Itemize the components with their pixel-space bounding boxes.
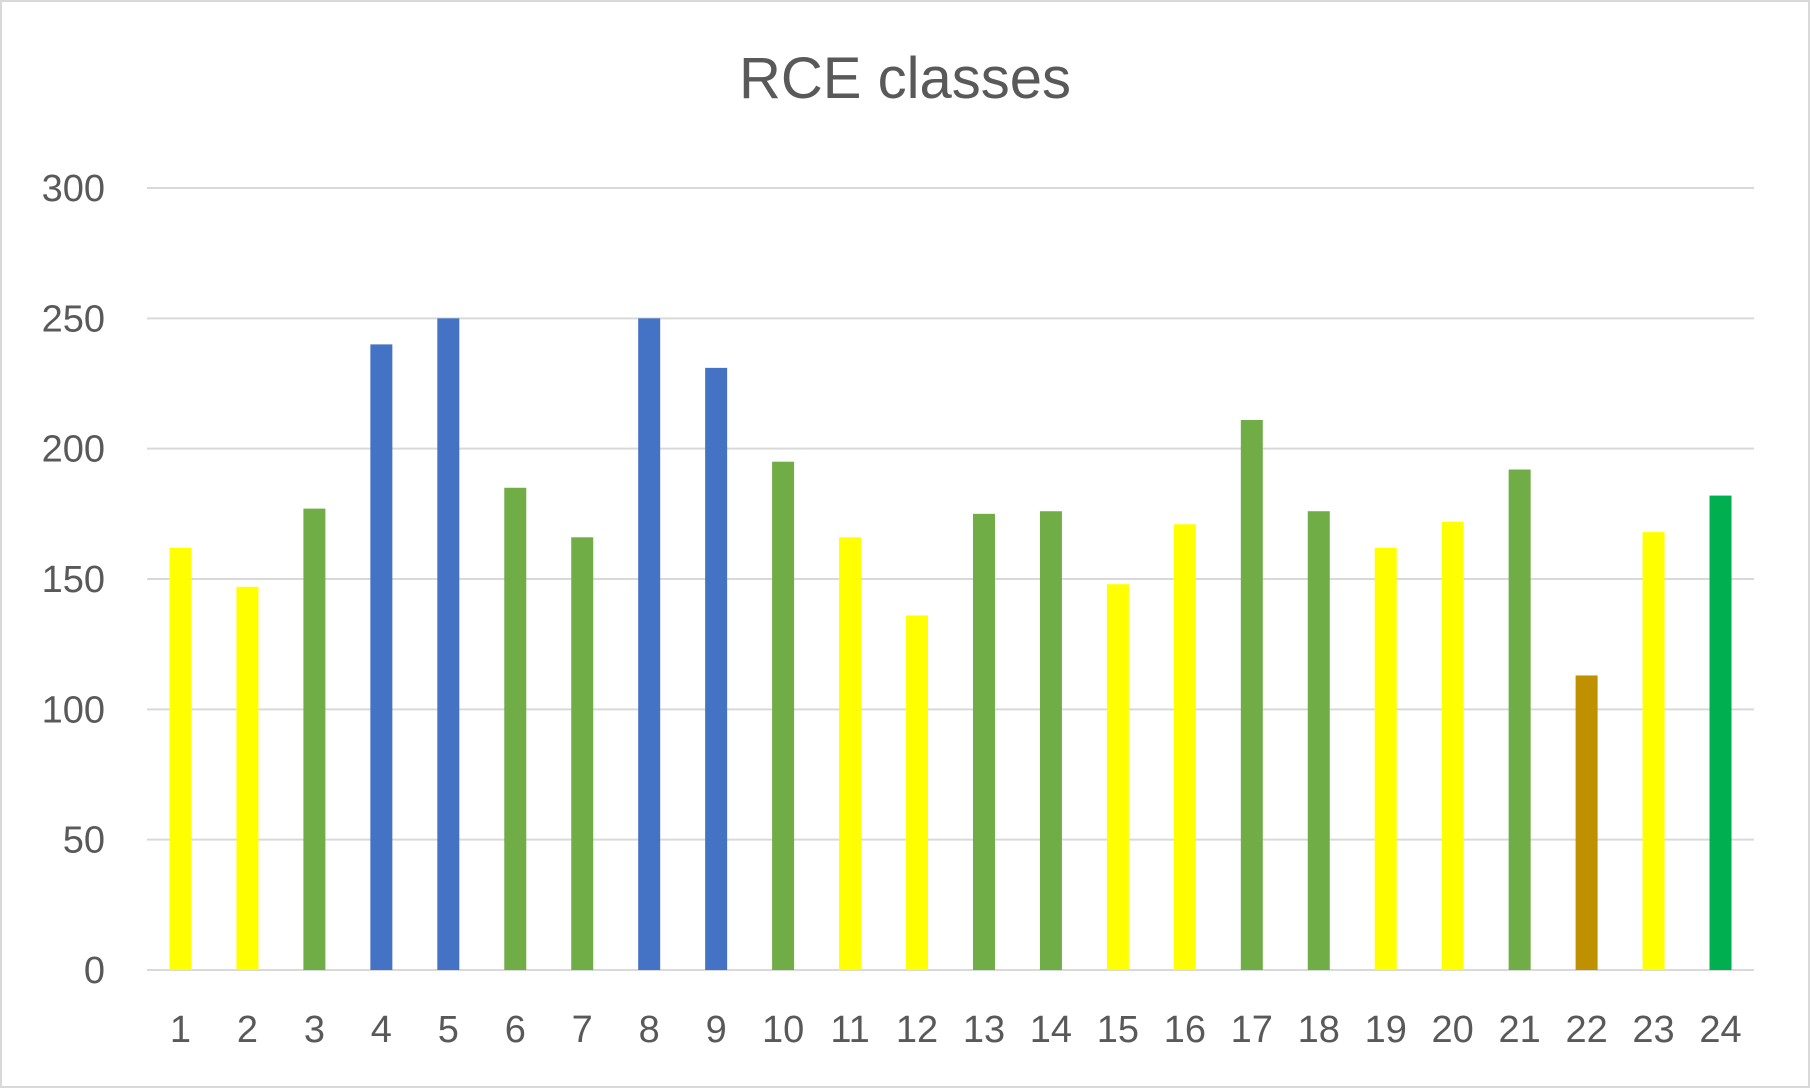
x-tick-label: 9: [706, 1009, 727, 1051]
x-tick-label: 23: [1632, 1009, 1674, 1051]
bar-8: [638, 318, 661, 970]
x-tick-label: 10: [762, 1009, 804, 1051]
x-tick-label: 18: [1298, 1009, 1340, 1051]
x-tick-label: 6: [505, 1009, 526, 1051]
bar-4: [370, 344, 393, 970]
x-tick-label: 7: [572, 1009, 593, 1051]
x-tick-label: 11: [830, 1009, 869, 1051]
y-tick-label: 100: [42, 689, 105, 731]
bar-1: [169, 547, 192, 970]
x-tick-label: 3: [304, 1009, 325, 1051]
bar-11: [839, 537, 862, 970]
x-tick-label: 15: [1097, 1009, 1139, 1051]
x-tick-label: 13: [963, 1009, 1005, 1051]
y-tick-label: 200: [42, 429, 105, 471]
x-axis-tick-labels: 1 2 3 4 5 6 7 8 9 10 11 12 13 14 15 16 17 18 19 20 21 22 23 24: [170, 1009, 1742, 1051]
bar-9: [705, 367, 728, 970]
y-tick-label: 300: [42, 168, 105, 210]
bar-21: [1508, 469, 1531, 970]
bar-17: [1240, 419, 1263, 970]
x-tick-label: 1: [170, 1009, 191, 1051]
bar-15: [1106, 584, 1129, 970]
bar-12: [906, 615, 929, 970]
x-tick-label: 19: [1365, 1009, 1407, 1051]
x-tick-label: 24: [1699, 1009, 1741, 1051]
x-tick-label: 8: [639, 1009, 660, 1051]
x-tick-label: 17: [1231, 1009, 1273, 1051]
x-tick-label: 2: [237, 1009, 258, 1051]
bar-16: [1173, 524, 1196, 970]
bar-6: [504, 487, 527, 970]
y-tick-label: 150: [42, 559, 105, 601]
y-tick-label: 250: [42, 298, 105, 340]
x-tick-label: 4: [371, 1009, 392, 1051]
bar-23: [1642, 532, 1665, 970]
y-tick-label: 50: [63, 820, 105, 862]
gridlines: [147, 187, 1754, 971]
x-tick-label: 14: [1030, 1009, 1072, 1051]
bar-7: [571, 537, 594, 970]
bar-3: [303, 508, 326, 970]
bar-2: [236, 586, 259, 970]
bar-24: [1709, 495, 1732, 970]
bar-14: [1039, 511, 1062, 970]
x-tick-label: 21: [1499, 1009, 1541, 1051]
y-tick-label: 0: [84, 950, 105, 992]
x-tick-label: 16: [1164, 1009, 1206, 1051]
bar-18: [1307, 511, 1330, 970]
bars: [169, 318, 1732, 970]
bar-22: [1575, 675, 1598, 970]
bar-19: [1374, 547, 1397, 970]
chart-title: RCE classes: [739, 46, 1071, 111]
bar-5: [437, 318, 460, 970]
x-tick-label: 12: [896, 1009, 938, 1051]
x-tick-label: 5: [438, 1009, 459, 1051]
bar-10: [772, 461, 795, 970]
x-tick-label: 22: [1565, 1009, 1607, 1051]
bar-20: [1441, 521, 1464, 970]
bar-13: [972, 513, 995, 970]
y-axis-tick-labels: 0 50 100 150 200 250 300: [42, 168, 105, 992]
x-tick-label: 20: [1432, 1009, 1474, 1051]
